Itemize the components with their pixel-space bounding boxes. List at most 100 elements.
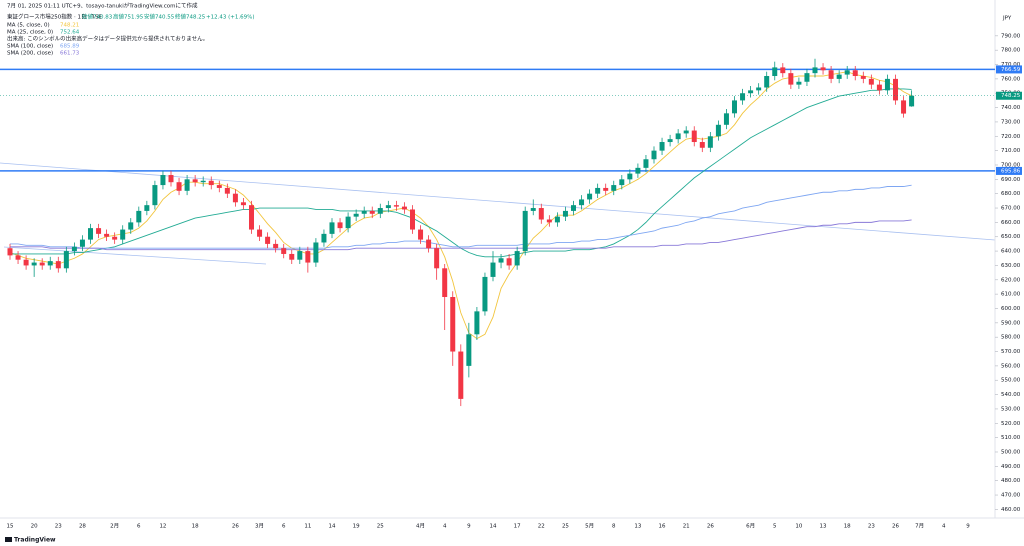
candle-body: [860, 76, 866, 79]
candle-body: [88, 228, 93, 240]
x-tick-label: 22: [538, 524, 545, 530]
legend-name: MA (25, close, 0): [7, 30, 53, 36]
candle-body: [353, 213, 359, 217]
brand: TradingView: [14, 537, 56, 544]
y-tick-label: 600.00: [1001, 306, 1021, 312]
candle-body: [216, 185, 222, 188]
price-label-box: [996, 166, 1022, 175]
candle-body: [337, 222, 343, 229]
x-tick-label: 23: [55, 524, 62, 530]
y-tick-label: 770.00: [1001, 62, 1021, 68]
candle-body: [410, 209, 415, 230]
x-tick-label: 5月: [585, 523, 594, 530]
candle-body: [635, 167, 641, 174]
x-tick-label: 25: [377, 524, 384, 530]
x-tick-label: 18: [844, 524, 851, 530]
last-price-label: 748.25: [1001, 93, 1021, 99]
x-tick-label: 6: [282, 524, 286, 530]
candle-body: [442, 268, 448, 298]
candle-body: [868, 78, 874, 85]
candle-body: [514, 251, 520, 266]
x-tick-label: 17: [514, 524, 521, 530]
brand-logo: [5, 537, 12, 542]
ohlc-label: 高値751.95: [113, 13, 144, 21]
legend-value: 748.21: [60, 23, 79, 29]
candle-body: [675, 133, 681, 140]
x-tick-label: 14: [490, 524, 497, 530]
candle-body: [893, 78, 898, 101]
y-tick-label: 490.00: [1001, 464, 1021, 470]
y-tick-label: 740.00: [1001, 105, 1021, 111]
candle-body: [329, 222, 335, 234]
candle-body: [321, 233, 327, 243]
x-tick-label: 3月: [255, 523, 264, 530]
candle-body: [691, 130, 697, 143]
ohlc-label: 終値748.25: [175, 13, 206, 21]
candle-body: [265, 236, 271, 244]
candle-body: [611, 185, 617, 191]
candle-body: [836, 74, 842, 79]
candle-body: [707, 136, 713, 148]
symbol-title: 東証グロース市場250指数 · 1日 · TSE: [7, 13, 103, 21]
legend-name: SMA (100, close): [7, 44, 53, 50]
candle-body: [828, 70, 834, 79]
candle-body: [401, 206, 407, 210]
candle-body: [627, 173, 633, 180]
candle-body: [79, 239, 85, 247]
candle-body: [369, 210, 375, 214]
y-tick-label: 520.00: [1001, 421, 1021, 427]
y-tick-label: 590.00: [1001, 320, 1021, 326]
x-tick-label: 16: [659, 524, 666, 530]
y-tick-label: 710.00: [1001, 148, 1021, 154]
x-tick-label: 13: [634, 524, 641, 530]
candle-body: [96, 228, 102, 234]
ohlc-label: 安値740.55: [144, 13, 175, 21]
x-tick-label: 4: [443, 524, 447, 530]
x-tick-label: 18: [192, 524, 199, 530]
x-tick-label: 4月: [416, 523, 425, 530]
candle-body: [651, 150, 657, 160]
candle-body: [152, 185, 158, 206]
candle-body: [788, 73, 794, 85]
candle-body: [281, 248, 287, 254]
y-tick-label: 540.00: [1001, 392, 1021, 398]
candle-body: [715, 124, 721, 137]
x-tick-label: 28: [79, 524, 86, 530]
candle-body: [257, 229, 263, 237]
x-tick-label: 26: [232, 524, 239, 530]
candle-body: [474, 311, 480, 335]
candle-body: [289, 253, 295, 260]
x-tick-label: 26: [892, 524, 899, 530]
x-tick-label: 6月: [746, 523, 755, 530]
x-tick-label: 11: [304, 524, 311, 530]
candle-body: [804, 73, 810, 82]
candle-body: [812, 67, 818, 74]
currency: JPY: [1002, 16, 1012, 22]
created-note: 7月 01, 2025 01:11 UTC+9、tosayo-tanukiがTr…: [7, 2, 198, 10]
candle-body: [47, 261, 53, 266]
candle-body: [128, 222, 134, 230]
volume-note: 出来高: このシンボルの出来高データはデータ提供元から提供されておりません。: [7, 35, 208, 43]
candle-body: [595, 187, 601, 194]
x-tick-label: 14: [329, 524, 336, 530]
candle-body: [683, 130, 689, 134]
candle-body: [23, 259, 29, 266]
candle-body: [208, 180, 214, 186]
candle-body: [15, 255, 21, 260]
legend-value: 752.64: [60, 30, 80, 36]
candle-body: [450, 297, 456, 352]
candle-body: [901, 100, 907, 114]
legend-value: 685.89: [60, 44, 80, 50]
candle-body: [393, 205, 399, 207]
candle-body: [345, 216, 351, 229]
x-tick-label: 20: [31, 524, 38, 530]
x-tick-label: 6: [137, 524, 141, 530]
candle-body: [820, 67, 826, 71]
candle-body: [884, 78, 890, 91]
y-tick-label: 470.00: [1001, 493, 1021, 499]
x-tick-label: 7月: [915, 523, 924, 530]
y-tick-label: 690.00: [1001, 177, 1021, 183]
candle-body: [224, 187, 230, 194]
candle-body: [619, 179, 625, 186]
